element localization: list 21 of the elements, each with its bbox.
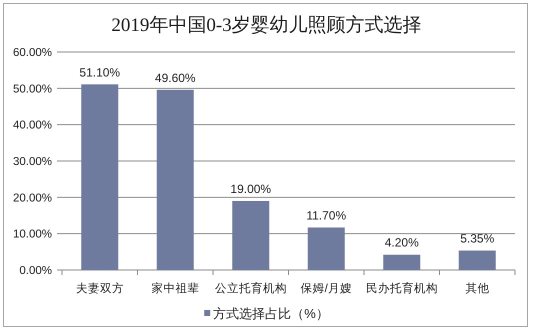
data-label: 5.35% xyxy=(460,232,494,246)
data-label: 51.10% xyxy=(79,65,120,80)
x-tick-label: 保姆/月嫂 xyxy=(300,283,352,295)
x-tick-label: 民办托育机构 xyxy=(366,283,438,295)
y-tick-label: 10.00% xyxy=(12,228,52,241)
y-tick-label: 20.00% xyxy=(12,192,52,204)
x-tick-label: 其他 xyxy=(465,283,490,295)
legend-label: 方式选择占比（%） xyxy=(213,306,329,321)
data-label: 19.00% xyxy=(230,182,272,196)
y-tick-label: 60.00% xyxy=(12,47,52,59)
x-tick-label: 家中祖辈 xyxy=(151,283,200,295)
data-label: 49.60% xyxy=(154,70,196,85)
y-tick-label: 30.00% xyxy=(12,156,52,168)
data-label: 11.70% xyxy=(306,208,346,222)
title: 2019年中国0-3岁婴幼儿照顾方式选择 xyxy=(111,15,422,36)
x-tick-label: 公立托育机构 xyxy=(214,283,287,295)
x-tick-label: 夫妻双方 xyxy=(76,283,124,295)
data-label: 4.20% xyxy=(384,236,419,250)
y-tick-label: 40.00% xyxy=(12,120,52,132)
y-tick-label: 0.00% xyxy=(19,265,52,277)
y-tick-label: 50.00% xyxy=(12,83,52,96)
